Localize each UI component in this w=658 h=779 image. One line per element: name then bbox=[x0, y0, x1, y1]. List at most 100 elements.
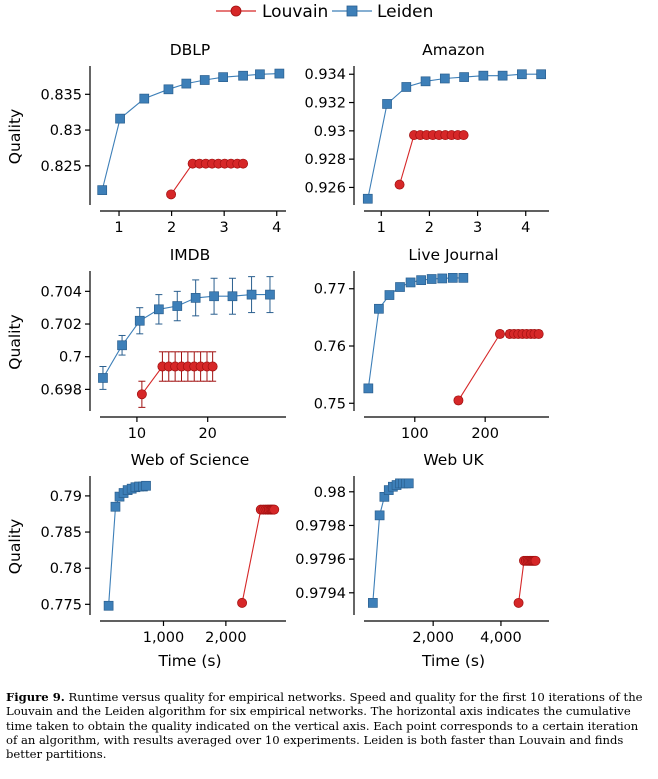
x-tick-label: 2,000 bbox=[412, 630, 454, 646]
data-point bbox=[139, 93, 150, 104]
data-point bbox=[134, 315, 145, 326]
data-point bbox=[163, 84, 174, 95]
data-point bbox=[255, 69, 265, 80]
y-tick-label: 0.825 bbox=[40, 159, 82, 175]
data-point bbox=[405, 277, 416, 288]
panel-title: DBLP bbox=[170, 41, 211, 59]
data-point bbox=[154, 304, 164, 315]
data-point bbox=[382, 99, 392, 109]
legend: Louvain Leiden bbox=[216, 2, 433, 22]
data-point bbox=[453, 395, 464, 406]
x-axis-label: Time (s) bbox=[421, 652, 485, 670]
panel-4: Web of Science 0.775 0.78 0.785 0.79 1,000 2,0… bbox=[6, 451, 286, 670]
y-tick-label: 0.9794 bbox=[295, 586, 346, 602]
panel-title: Amazon bbox=[422, 41, 485, 59]
x-tick-label: 4 bbox=[272, 220, 281, 236]
x-tick-label: 100 bbox=[401, 426, 429, 442]
data-point bbox=[513, 597, 524, 608]
series-louvain bbox=[166, 158, 249, 200]
data-point bbox=[117, 340, 127, 351]
x-axis-label: Time (s) bbox=[157, 652, 221, 670]
panel-5: Web UK 0.9794 0.9796 0.9798 0.98 2,000 4,000 Ti… bbox=[295, 451, 549, 670]
y-tick-label: 0.702 bbox=[40, 317, 82, 333]
panel-3: Live Journal 0.75 0.76 0.77 100 200 bbox=[314, 246, 549, 442]
y-tick-label: 0.926 bbox=[304, 180, 346, 196]
x-tick-label: 4,000 bbox=[480, 630, 522, 646]
legend-leiden-label: Leiden bbox=[377, 2, 433, 22]
data-point bbox=[458, 273, 469, 283]
y-tick-label: 0.932 bbox=[304, 96, 346, 112]
x-tick-label: 2 bbox=[167, 220, 176, 236]
y-tick-label: 0.93 bbox=[314, 124, 346, 140]
panel-title: Web UK bbox=[423, 451, 484, 469]
caption-text: Runtime versus quality for empirical net… bbox=[6, 690, 643, 762]
series-leiden bbox=[362, 69, 546, 204]
data-point bbox=[458, 130, 469, 141]
data-point bbox=[447, 273, 458, 283]
data-point bbox=[536, 69, 546, 80]
data-point bbox=[103, 600, 114, 611]
data-point bbox=[394, 179, 405, 190]
x-tick-label: 1 bbox=[114, 220, 123, 236]
data-point bbox=[497, 70, 508, 81]
data-point bbox=[207, 361, 218, 372]
data-point bbox=[403, 478, 414, 489]
series-louvain bbox=[237, 504, 280, 608]
y-tick-label: 0.78 bbox=[50, 561, 82, 577]
data-point bbox=[227, 291, 238, 302]
y-tick-label: 0.9796 bbox=[295, 552, 346, 568]
data-point bbox=[384, 290, 395, 300]
data-point bbox=[363, 383, 374, 394]
x-tick-label: 3 bbox=[220, 220, 229, 236]
y-tick-label: 0.835 bbox=[40, 87, 82, 103]
data-point bbox=[367, 598, 378, 608]
y-tick-label: 0.76 bbox=[314, 339, 346, 355]
data-point bbox=[209, 291, 219, 302]
data-point bbox=[459, 72, 469, 82]
panel-title: Live Journal bbox=[408, 246, 498, 264]
data-point bbox=[136, 389, 147, 400]
series-line bbox=[367, 277, 464, 389]
x-tick-label: 2,000 bbox=[205, 630, 247, 646]
x-tick-label: 4 bbox=[521, 220, 530, 236]
series-line bbox=[367, 73, 542, 199]
panel-title: IMDB bbox=[170, 246, 211, 264]
data-point bbox=[190, 293, 201, 303]
data-point bbox=[437, 273, 448, 284]
data-point bbox=[495, 329, 505, 339]
y-axis-label: Quality bbox=[6, 109, 24, 164]
data-point bbox=[238, 158, 249, 169]
data-point bbox=[401, 82, 412, 92]
panel-1: Amazon 0.926 0.928 0.93 0.932 0.934 1 2 3 4 bbox=[304, 41, 549, 236]
y-tick-label: 0.775 bbox=[40, 597, 82, 613]
x-tick-label: 200 bbox=[471, 426, 499, 442]
y-tick-label: 0.785 bbox=[40, 525, 82, 541]
series-line bbox=[518, 560, 536, 603]
caption-label: Figure 9. bbox=[6, 690, 65, 704]
data-point bbox=[246, 289, 257, 300]
x-tick-label: 1 bbox=[377, 220, 386, 236]
series-line bbox=[241, 509, 275, 604]
data-point bbox=[274, 68, 285, 79]
data-point bbox=[374, 303, 384, 314]
series-line bbox=[101, 73, 280, 191]
panel-2: IMDB 0.698 0.7 0.702 0.704 10 20 Quality bbox=[6, 246, 286, 442]
data-point bbox=[478, 70, 489, 81]
data-point bbox=[181, 78, 192, 89]
series-leiden bbox=[98, 276, 275, 390]
data-point bbox=[530, 555, 541, 566]
data-point bbox=[439, 73, 450, 84]
data-point bbox=[420, 76, 431, 87]
data-point bbox=[395, 282, 405, 292]
data-point bbox=[416, 275, 426, 286]
series-leiden bbox=[363, 273, 469, 394]
legend-leiden-marker bbox=[346, 5, 358, 17]
data-point bbox=[172, 301, 183, 311]
y-tick-label: 0.934 bbox=[304, 67, 346, 83]
x-tick-label: 1,000 bbox=[143, 630, 185, 646]
x-tick-label: 2 bbox=[425, 220, 434, 236]
data-point bbox=[110, 501, 121, 512]
panel-title: Web of Science bbox=[131, 451, 250, 469]
y-axis-label: Quality bbox=[6, 314, 24, 369]
data-point bbox=[238, 70, 248, 81]
